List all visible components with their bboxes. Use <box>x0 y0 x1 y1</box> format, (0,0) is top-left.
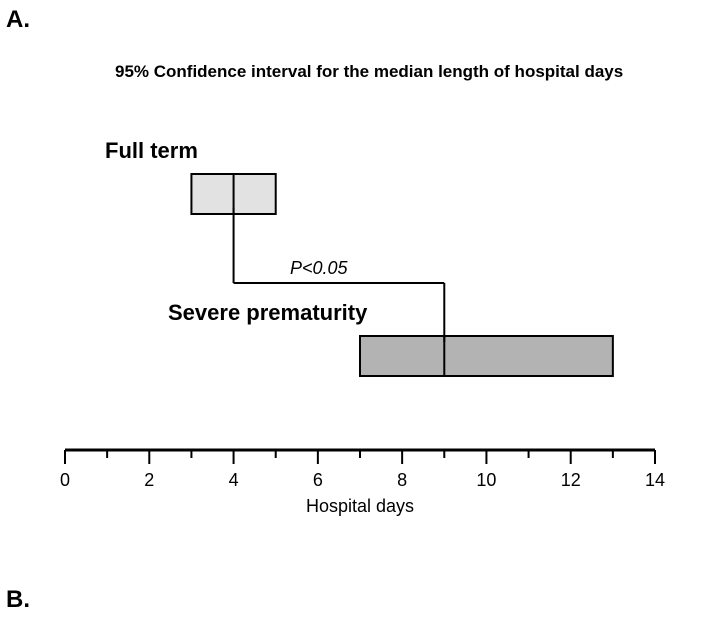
x-tick-label: 12 <box>561 470 581 490</box>
figure-root: A. B. 95% Confidence interval for the me… <box>0 0 715 624</box>
x-tick-label: 2 <box>144 470 154 490</box>
x-tick-label: 8 <box>397 470 407 490</box>
x-tick-label: 6 <box>313 470 323 490</box>
x-tick-label: 10 <box>476 470 496 490</box>
ci-box-severe-prematurity <box>360 336 613 376</box>
x-tick-label: 0 <box>60 470 70 490</box>
x-tick-label: 4 <box>229 470 239 490</box>
chart-svg: 0 2 4 6 8 10 12 14 <box>0 0 715 624</box>
x-tick-label: 14 <box>645 470 665 490</box>
